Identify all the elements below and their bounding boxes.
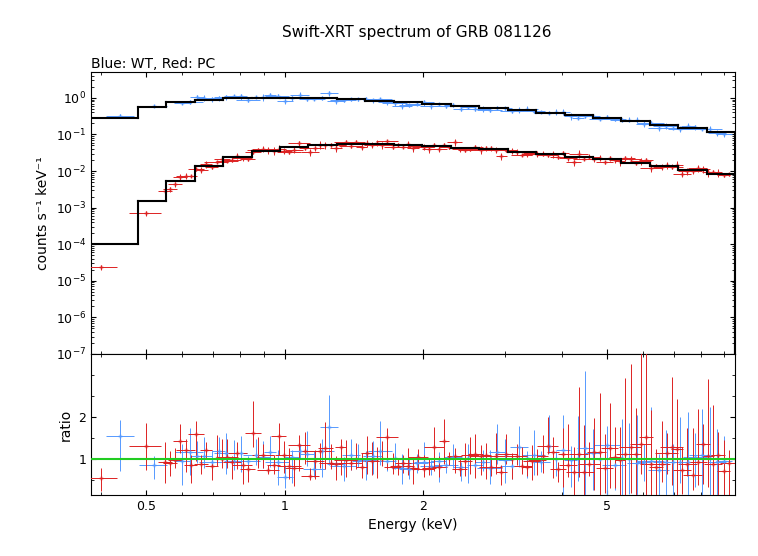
Y-axis label: ratio: ratio: [58, 408, 73, 440]
X-axis label: Energy (keV): Energy (keV): [368, 518, 458, 532]
Y-axis label: counts s⁻¹ keV⁻¹: counts s⁻¹ keV⁻¹: [36, 156, 50, 270]
Text: Swift-XRT spectrum of GRB 081126: Swift-XRT spectrum of GRB 081126: [282, 25, 552, 40]
Text: Blue: WT, Red: PC: Blue: WT, Red: PC: [91, 57, 215, 71]
